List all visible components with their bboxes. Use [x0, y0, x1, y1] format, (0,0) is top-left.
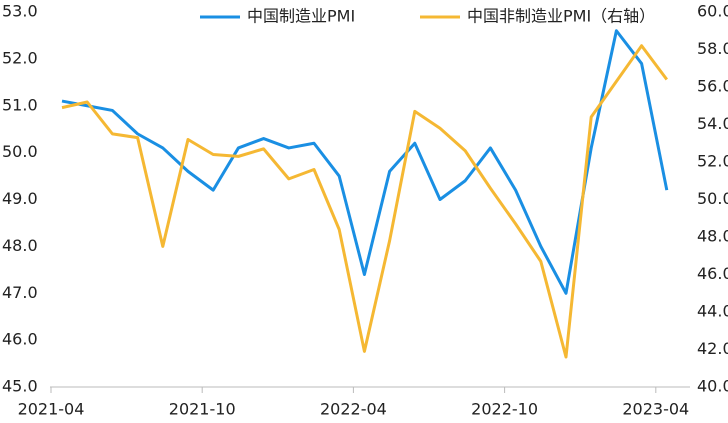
y2-tick-label: 44.0 [697, 302, 728, 321]
series-line [61, 29, 669, 295]
y-tick-label: 51.0 [2, 95, 38, 114]
y2-tick-label: 58.0 [697, 39, 728, 58]
y2-tick-label: 42.0 [697, 339, 728, 358]
y-tick-label: 52.0 [2, 48, 38, 67]
y2-tick-label: 54.0 [697, 114, 728, 133]
y-tick-label: 48.0 [2, 236, 38, 255]
y-tick-label: 46.0 [2, 330, 38, 349]
x-tick-label: 2023-04 [622, 400, 689, 419]
y2-tick-label: 48.0 [697, 227, 728, 246]
legend-label: 中国非制造业PMI（右轴） [467, 7, 655, 26]
series-line [61, 44, 669, 359]
y2-tick-label: 60.0 [697, 2, 728, 21]
y2-tick-label: 50.0 [697, 189, 728, 208]
y2-tick-label: 52.0 [697, 152, 728, 171]
y-tick-label: 50.0 [2, 142, 38, 161]
y2-tick-label: 56.0 [697, 77, 728, 96]
y2-tick-label: 40.0 [697, 377, 728, 396]
y2-tick-label: 46.0 [697, 264, 728, 283]
y-tick-label: 47.0 [2, 283, 38, 302]
x-tick-label: 2021-04 [18, 400, 85, 419]
y-tick-label: 53.0 [2, 2, 38, 21]
x-tick-label: 2022-10 [471, 400, 538, 419]
y-tick-label: 45.0 [2, 377, 38, 396]
legend-label: 中国制造业PMI [247, 7, 355, 26]
x-tick-label: 2022-04 [320, 400, 387, 419]
y-tick-label: 49.0 [2, 189, 38, 208]
x-tick-label: 2021-10 [169, 400, 236, 419]
